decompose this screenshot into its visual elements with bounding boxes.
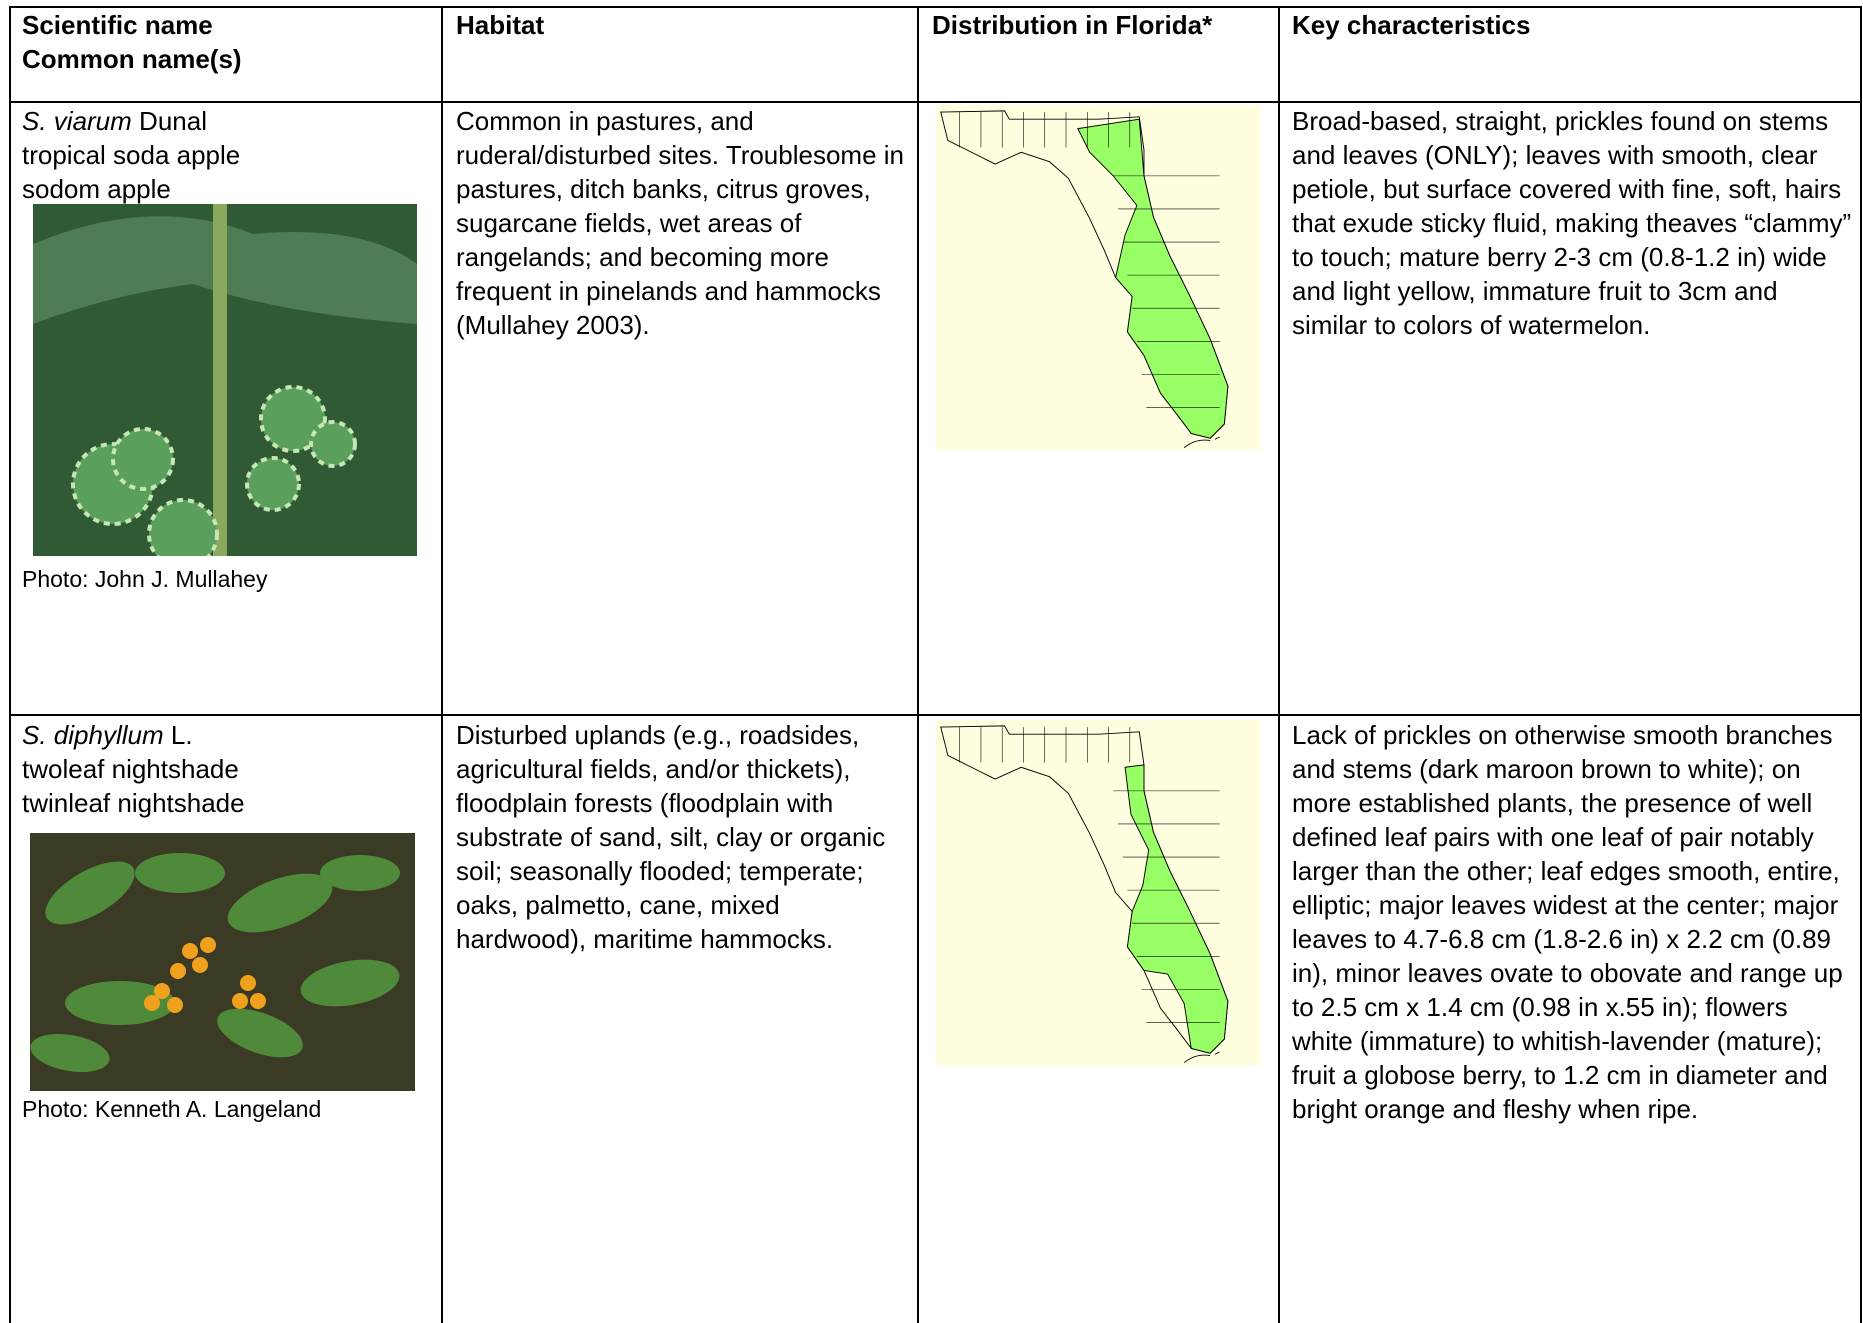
common-name: twoleaf nightshade xyxy=(22,754,239,784)
photo-detail xyxy=(200,937,216,953)
border xyxy=(1860,6,1862,1323)
border xyxy=(441,6,443,1323)
border xyxy=(9,714,1861,716)
header-text: Scientific name xyxy=(22,10,213,40)
map-shape xyxy=(1124,764,1229,1054)
photo-detail xyxy=(111,427,175,491)
map-shape xyxy=(1183,1051,1220,1064)
photo-detail xyxy=(192,957,208,973)
species: S. viarum xyxy=(22,106,132,136)
photo-credit: Photo: Kenneth A. Langeland xyxy=(22,1096,322,1122)
characteristics: Lack of prickles on otherwise smooth bra… xyxy=(1292,720,1843,1124)
photo-detail xyxy=(182,943,198,959)
border xyxy=(9,101,1861,103)
header-cell: Scientific name Common name(s) xyxy=(22,8,432,76)
photo-detail xyxy=(245,456,301,512)
photo-detail xyxy=(300,959,400,1007)
photo-detail xyxy=(320,855,400,891)
photo-detail xyxy=(217,1008,303,1058)
photo-detail xyxy=(65,981,175,1025)
photo-detail xyxy=(170,963,186,979)
photo-detail xyxy=(232,993,248,1009)
scientific-name: S. diphyllum L. xyxy=(22,718,432,752)
photo xyxy=(33,204,417,556)
distribution-map xyxy=(936,720,1261,1065)
photo-detail xyxy=(144,995,160,1011)
photo-detail xyxy=(45,861,135,925)
photo-detail xyxy=(240,975,256,991)
map-shape xyxy=(1077,118,1229,439)
header-text: Habitat xyxy=(456,10,545,40)
map-shape xyxy=(1183,436,1220,449)
photo-detail xyxy=(30,1033,110,1073)
authority: Dunal xyxy=(139,106,207,136)
characteristics: Broad-based, straight, prickles found on… xyxy=(1292,106,1852,340)
photo-detail xyxy=(154,983,170,999)
photo-detail xyxy=(135,853,225,893)
photo xyxy=(30,833,415,1091)
common-name: tropical soda apple xyxy=(22,140,241,170)
header-text: Common name(s) xyxy=(22,44,242,74)
name-cell: S. diphyllum L. twoleaf nightshade twinlea… xyxy=(22,718,432,820)
name-cell: S. viarum Dunal tropical soda apple sodom … xyxy=(22,104,432,206)
photo-detail xyxy=(227,873,333,933)
photo-detail xyxy=(213,204,227,556)
border xyxy=(1278,6,1280,1323)
header-text: Key characteristics xyxy=(1292,10,1531,40)
habitat: Disturbed uplands (e.g., roadsides, agri… xyxy=(456,720,886,954)
photo-detail xyxy=(259,385,327,453)
photo-detail xyxy=(167,997,183,1013)
distribution-map xyxy=(936,105,1261,450)
border xyxy=(9,6,11,1323)
common-name: twinleaf nightshade xyxy=(22,788,245,818)
photo-detail xyxy=(309,420,357,468)
photo-detail xyxy=(147,498,219,556)
photo-credit: Photo: John J. Mullahey xyxy=(22,566,268,592)
authority: L. xyxy=(170,720,193,750)
header-text: Distribution in Florida* xyxy=(932,10,1213,40)
photo-detail xyxy=(250,993,266,1009)
species: S. diphyllum xyxy=(22,720,164,750)
scientific-name: S. viarum Dunal xyxy=(22,104,432,138)
border xyxy=(9,6,1861,8)
border xyxy=(917,6,919,1323)
common-name: sodom apple xyxy=(22,174,171,204)
habitat: Common in pastures, and ruderal/disturbe… xyxy=(456,106,905,340)
